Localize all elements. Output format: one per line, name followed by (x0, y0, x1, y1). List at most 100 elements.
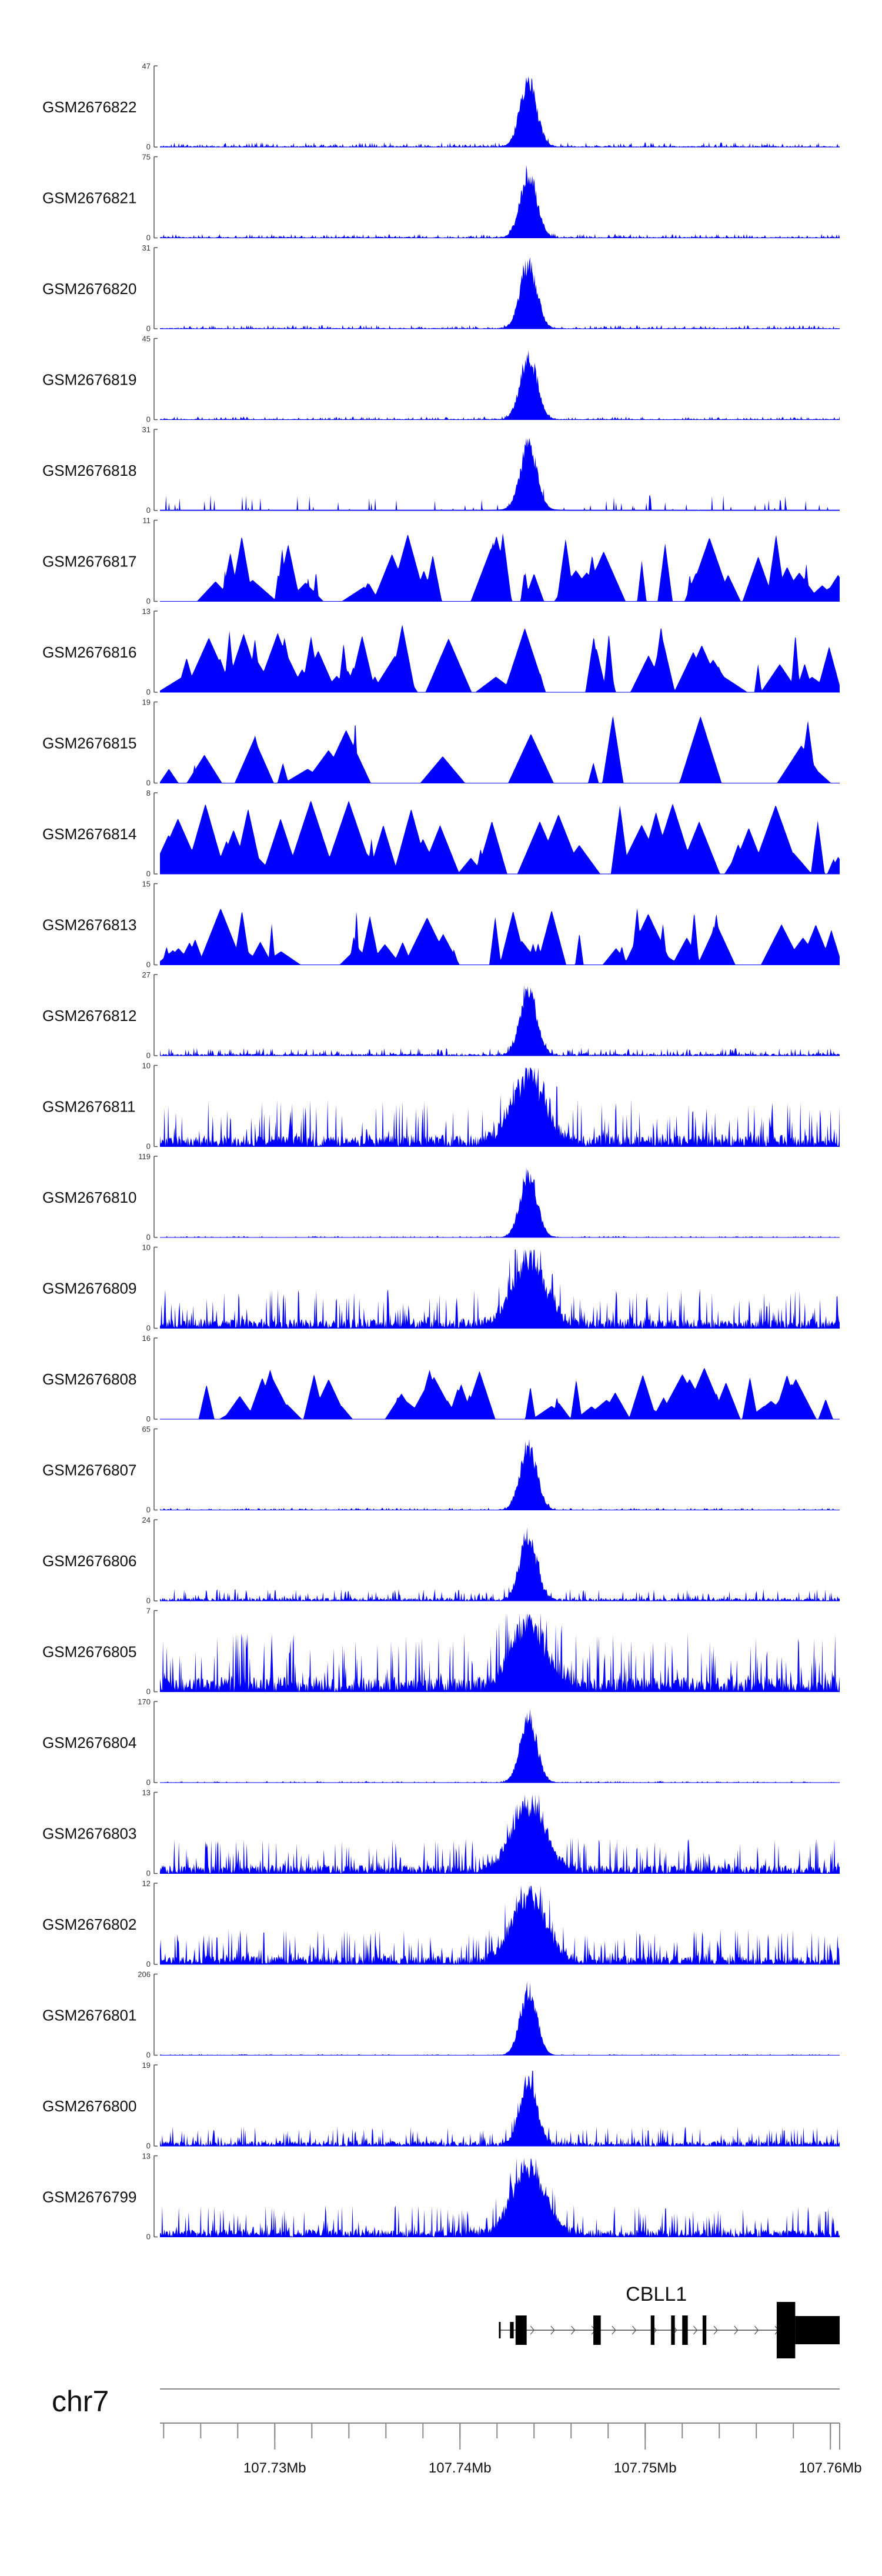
x-tick-label: 107.76Mb (799, 2460, 862, 2476)
y-min-label: 0 (146, 2233, 151, 2241)
y-min-label: 0 (146, 1506, 151, 1514)
strand-arrow (612, 2325, 616, 2335)
track-label: GSM2676801 (42, 2007, 136, 2024)
signal-area (160, 165, 840, 238)
y-min-label: 0 (146, 1324, 151, 1333)
track-label: GSM2676816 (42, 643, 136, 661)
track-GSM2676819: GSM2676819 45 0 (42, 335, 840, 424)
strand-arrow (632, 2325, 637, 2335)
track-label: GSM2676800 (42, 2097, 136, 2115)
strand-arrow (734, 2325, 739, 2335)
signal-area (160, 438, 840, 510)
track-GSM2676820: GSM2676820 31 0 (42, 243, 840, 333)
y-min-label: 0 (146, 324, 151, 333)
y-max-label: 11 (143, 516, 151, 525)
signal-area (160, 625, 840, 692)
signal-area (160, 2158, 840, 2237)
signal-area (160, 257, 840, 329)
y-min-label: 0 (146, 1869, 151, 1878)
signal-area (160, 1439, 840, 1510)
exon-block (593, 2315, 601, 2345)
y-min-label: 0 (146, 1142, 151, 1151)
exon-block (702, 2315, 707, 2345)
exon-block (650, 2315, 655, 2345)
track-GSM2676808: GSM2676808 16 0 (42, 1334, 840, 1423)
signal-area (160, 985, 840, 1056)
track-label: GSM2676808 (42, 1370, 136, 1388)
y-min-label: 0 (146, 2141, 151, 2150)
track-GSM2676814: GSM2676814 8 0 (42, 789, 840, 878)
exon-block (515, 2315, 527, 2345)
strand-arrow (693, 2325, 698, 2335)
y-max-label: 13 (142, 1788, 151, 1797)
y-max-label: 19 (142, 698, 151, 707)
y-min-label: 0 (146, 506, 151, 515)
exon-block (682, 2315, 688, 2345)
x-tick-label: 107.74Mb (429, 2460, 492, 2476)
x-tick-label: 107.73Mb (243, 2460, 306, 2476)
track-GSM2676800: GSM2676800 19 0 (42, 2061, 840, 2150)
track-label: GSM2676815 (42, 735, 136, 752)
x-tick-label: 107.75Mb (614, 2460, 677, 2476)
signal-area (160, 1249, 840, 1329)
strand-arrow (571, 2325, 576, 2335)
y-min-label: 0 (146, 688, 151, 696)
track-GSM2676802: GSM2676802 12 0 (42, 1879, 840, 1968)
y-min-label: 0 (146, 1960, 151, 1968)
track-GSM2676815: GSM2676815 19 0 (42, 698, 840, 788)
track-GSM2676809: GSM2676809 10 0 (42, 1243, 840, 1333)
y-max-label: 119 (138, 1152, 151, 1161)
signal-area (160, 1709, 840, 1783)
y-min-label: 0 (146, 779, 151, 788)
track-label: GSM2676805 (42, 1643, 136, 1661)
signal-area (160, 2070, 840, 2146)
track-GSM2676813: GSM2676813 15 0 (42, 880, 840, 969)
track-GSM2676799: GSM2676799 13 0 (42, 2152, 840, 2241)
y-min-label: 0 (146, 415, 151, 424)
y-min-label: 0 (146, 869, 151, 878)
y-min-label: 0 (146, 1596, 151, 1605)
track-label: GSM2676822 (42, 98, 136, 116)
y-max-label: 27 (142, 970, 151, 979)
signal-area (160, 800, 840, 874)
y-max-label: 65 (142, 1425, 151, 1434)
y-min-label: 0 (146, 597, 151, 606)
exon-block (776, 2302, 796, 2358)
signal-area (160, 1613, 840, 1692)
exon-block (499, 2322, 501, 2338)
signal-area (160, 716, 840, 783)
track-label: GSM2676799 (42, 2188, 136, 2206)
y-min-label: 0 (146, 2051, 151, 2060)
signal-area (160, 1794, 840, 1874)
track-label: GSM2676811 (42, 1098, 136, 1116)
signal-area (160, 1368, 840, 1419)
y-min-label: 0 (146, 1414, 151, 1423)
track-label: GSM2676809 (42, 1280, 136, 1297)
track-label: GSM2676814 (42, 825, 136, 843)
y-max-label: 31 (142, 243, 151, 252)
exon-block (795, 2316, 840, 2344)
y-max-label: 10 (142, 1243, 151, 1252)
track-GSM2676804: GSM2676804 170 0 (42, 1697, 840, 1787)
track-label: GSM2676803 (42, 1825, 136, 1843)
track-GSM2676807: GSM2676807 65 0 (42, 1425, 840, 1514)
strand-arrow (530, 2325, 535, 2335)
gene-name-label: CBLL1 (626, 2283, 687, 2305)
y-max-label: 206 (138, 1970, 151, 1979)
y-max-label: 13 (142, 2152, 151, 2161)
track-label: GSM2676807 (42, 1461, 136, 1479)
track-GSM2676812: GSM2676812 27 0 (42, 970, 840, 1060)
strand-arrow (550, 2325, 555, 2335)
genome-axis: chr7 107.73Mb 107.74Mb 107.75Mb 107.76Mb (52, 2385, 862, 2476)
y-min-label: 0 (146, 1051, 151, 1060)
track-label: GSM2676820 (42, 280, 136, 298)
track-label: GSM2676821 (42, 189, 136, 207)
track-label: GSM2676813 (42, 916, 136, 934)
y-max-label: 10 (142, 1062, 151, 1070)
track-GSM2676806: GSM2676806 24 0 (42, 1516, 840, 1605)
track-label: GSM2676806 (42, 1552, 136, 1570)
track-label: GSM2676802 (42, 1916, 136, 1933)
y-max-label: 45 (142, 335, 151, 343)
signal-tracks: GSM2676822470GSM2676821750GSM2676820310G… (42, 62, 840, 2241)
y-max-label: 12 (142, 1879, 151, 1888)
